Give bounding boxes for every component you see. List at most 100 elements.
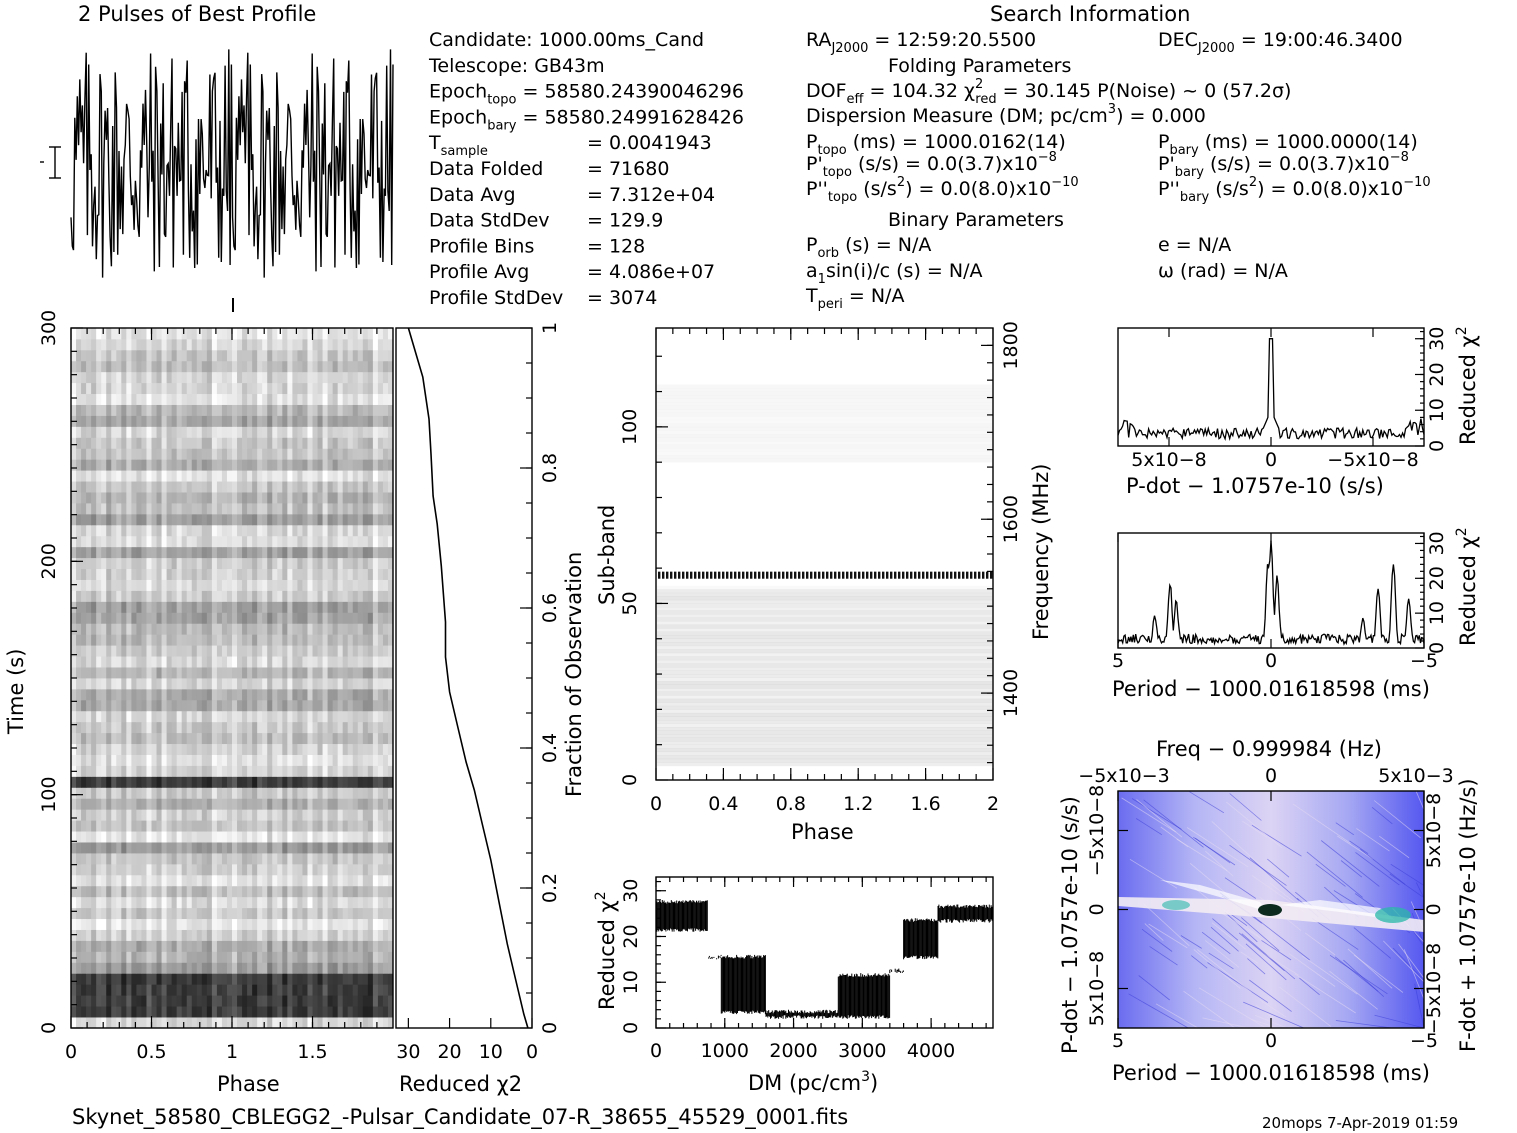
time-phase-cell [181,557,188,570]
subband-pulse-dash [922,571,925,579]
time-phase-cell [352,885,359,898]
time-phase-cell [332,984,339,996]
time-phase-cell [81,896,87,909]
time-phase-cell [101,787,107,799]
time-phase-cell [136,448,142,460]
time-phase-cell [247,360,253,373]
time-phase-cell [237,612,243,624]
time-phase-cell [226,831,233,843]
dm-chi2-frame [655,876,994,1029]
time-phase-cell [307,842,313,854]
time-phase-cell [382,951,389,963]
time-phase-cell [106,951,112,963]
time-phase-cell [141,448,147,460]
time-phase-cell [357,962,364,974]
time-phase-cell [282,951,288,963]
time-phase-cell [86,896,92,909]
time-phase-cell [242,360,248,373]
time-phase-cell [372,678,379,690]
time-phase-cell [387,415,394,427]
time-phase-cell [186,765,193,777]
time-phase-cell [292,765,298,777]
time-phase-cell [206,667,213,679]
time-phase-cell [186,535,193,548]
time-phase-cell [352,667,359,679]
time-phase-cell [161,688,167,701]
time-phase-cell [242,995,248,1007]
time-phase-cell [226,524,233,537]
time-phase-cell [362,907,369,920]
time-phase-cell [181,743,188,755]
time-phase-cell [347,656,354,668]
time-phase-cell [262,612,268,624]
time-phase-cell [347,612,354,624]
time-phase-cell [317,787,323,799]
time-phase-cell [176,349,183,362]
time-phase-cell [106,896,112,909]
time-phase-cell [247,896,253,909]
time-phase-cell [81,776,87,788]
time-phase-cell [387,940,394,952]
time-phase-cell [121,568,127,580]
time-phase-cell [232,349,238,362]
time-phase-cell [226,798,233,810]
time-phase-cell [247,667,253,679]
time-phase-cell [156,699,162,712]
time-phase-cell [146,907,152,920]
time-phase-cell [257,885,263,898]
time-phase-cell [196,765,203,777]
time-phase-cell [76,765,82,777]
time-phase-cell [201,984,208,996]
time-phase-cell [156,809,162,821]
time-phase-cell [382,371,389,384]
time-phase-cell [111,590,117,602]
time-phase-cell [327,962,334,974]
time-phase-cell [317,842,323,854]
time-phase-cell [126,546,132,559]
time-phase-cell [126,688,132,701]
time-phase-cell [287,699,293,712]
time-phase-cell [362,623,369,635]
time-phase-cell [272,984,278,996]
time-phase-cell [322,907,328,920]
time-phase-cell [282,896,288,909]
time-phase-cell [332,831,339,843]
time-phase-cell [377,787,384,799]
time-phase-cell [86,874,92,887]
time-phase-cell [226,710,233,723]
time-phase-cell [362,437,369,449]
time-phase-cell [237,809,243,821]
time-phase-cell [282,907,288,920]
time-phase-cell [267,699,273,712]
time-phase-cell [196,568,203,580]
time-phase-cell [307,459,313,471]
time-phase-cell [282,1017,288,1029]
time-phase-cell [221,863,228,876]
time-phase-cell [101,360,107,373]
time-phase-cell [297,710,303,723]
subband-pulse-dash [950,571,953,579]
time-phase-cell [317,524,323,537]
time-phase-cell [267,1017,273,1029]
time-phase-cell [216,896,223,909]
time-phase-cell [272,863,278,876]
subband-row [657,420,992,424]
time-phase-cell [86,404,92,416]
time-phase-cell [121,743,127,755]
time-phase-cell [121,393,127,405]
time-phase-cell [267,656,273,668]
subband-pulse-dash [850,571,853,579]
time-phase-cell [136,415,142,427]
time-phase-cell [277,885,283,898]
time-phase-cell [252,929,258,941]
time-phase-cell [312,645,318,657]
time-phase-cell [106,699,112,712]
time-phase-cell [86,546,92,559]
time-phase-cell [312,426,318,438]
time-phase-cell [322,798,328,810]
time-phase-cell [327,1017,334,1029]
time-phase-cell [352,338,359,351]
time-phase-cell [332,951,339,963]
time-phase-cell [106,524,112,537]
time-phase-cell [101,623,107,635]
